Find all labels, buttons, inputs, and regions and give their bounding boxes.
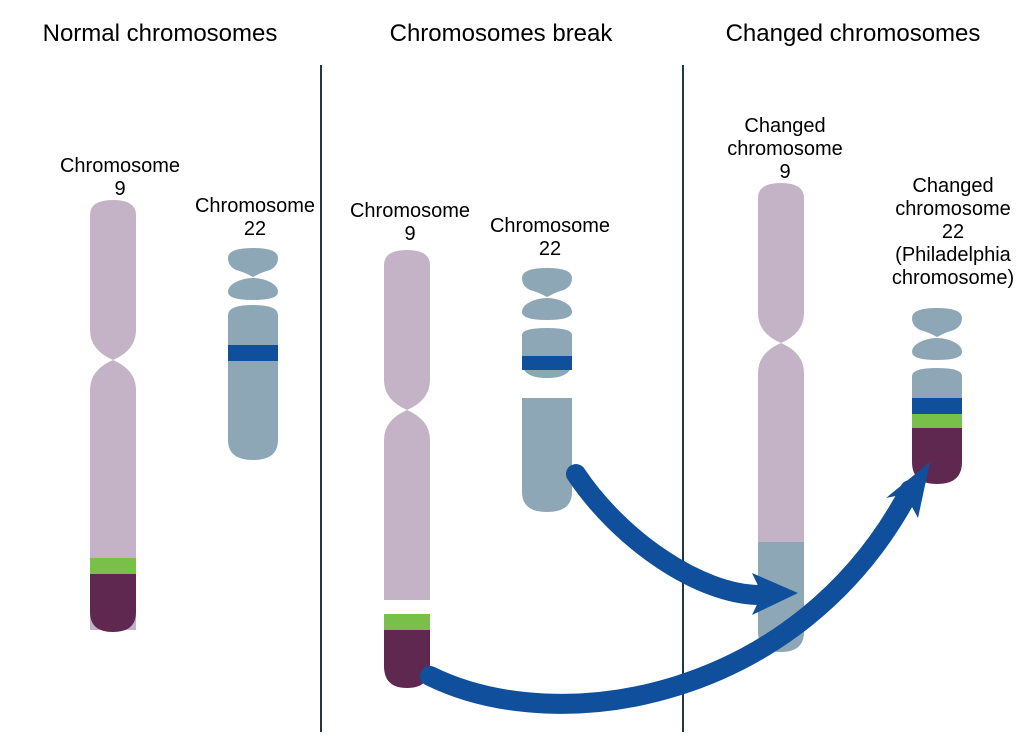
break-chrom22-top: [522, 268, 572, 378]
diagram-svg: [0, 0, 1024, 747]
changed-chrom22-philadelphia: [912, 308, 962, 484]
break-chrom9-main: [384, 250, 430, 600]
normal-chrom22: [228, 248, 278, 460]
normal-chrom9: [90, 200, 136, 632]
translocation-arrows: [430, 462, 930, 704]
break-chrom22-fragment: [522, 398, 572, 512]
